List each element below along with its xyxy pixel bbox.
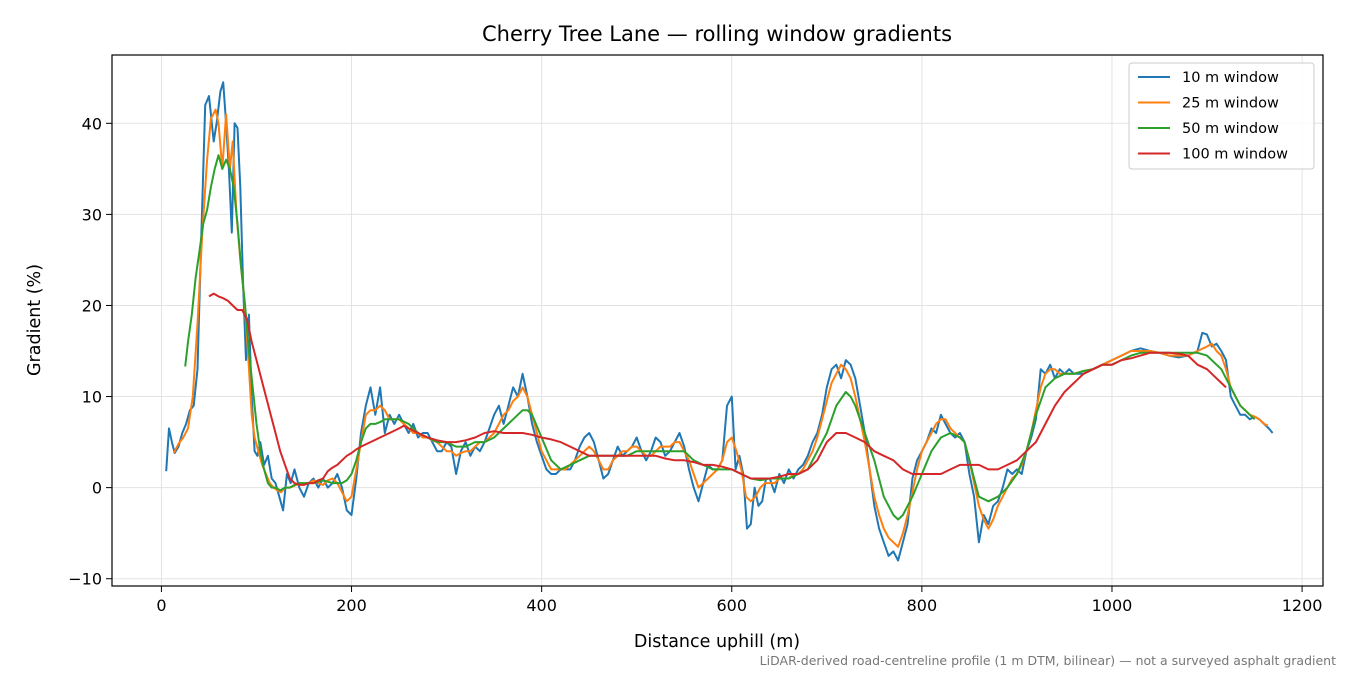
y-tick-label: 40 xyxy=(82,114,102,133)
chart-title: Cherry Tree Lane — rolling window gradie… xyxy=(482,22,952,46)
y-tick-label: −10 xyxy=(68,570,102,589)
legend-label: 10 m window xyxy=(1182,70,1279,86)
x-tick-label: 1000 xyxy=(1092,596,1133,615)
y-tick-label: 0 xyxy=(92,479,102,498)
legend-label: 25 m window xyxy=(1182,96,1279,112)
y-axis-title: Gradient (%) xyxy=(25,264,45,376)
plot-frame xyxy=(111,54,1324,587)
series-line-3 xyxy=(184,154,1256,521)
legend: 10 m window 25 m window 50 m window 100 m w… xyxy=(1128,62,1315,170)
y-axis-ticks: −10 0 10 20 30 40 xyxy=(68,114,112,589)
footnote: LiDAR-derived road-centreline profile (1… xyxy=(760,653,1336,668)
legend-label: 100 m window xyxy=(1182,147,1288,163)
y-tick-label: 20 xyxy=(82,296,102,315)
x-tick-label: 400 xyxy=(526,596,557,615)
series-line-4 xyxy=(208,292,1227,486)
legend-box xyxy=(1128,62,1315,170)
y-tick-label: 30 xyxy=(82,205,102,224)
x-tick-label: 800 xyxy=(907,596,938,615)
x-tick-label: 1200 xyxy=(1282,596,1323,615)
legend-label: 50 m window xyxy=(1182,121,1279,137)
x-tick-label: 200 xyxy=(336,596,367,615)
x-axis-title: Distance uphill (m) xyxy=(634,632,800,652)
y-tick-label: 10 xyxy=(82,388,102,407)
x-axis-ticks: 0 200 400 600 800 1000 1200 xyxy=(156,586,1322,615)
x-tick-label: 0 xyxy=(156,596,166,615)
x-tick-label: 600 xyxy=(716,596,747,615)
series-lines xyxy=(165,81,1274,562)
grid-lines xyxy=(112,55,1323,586)
